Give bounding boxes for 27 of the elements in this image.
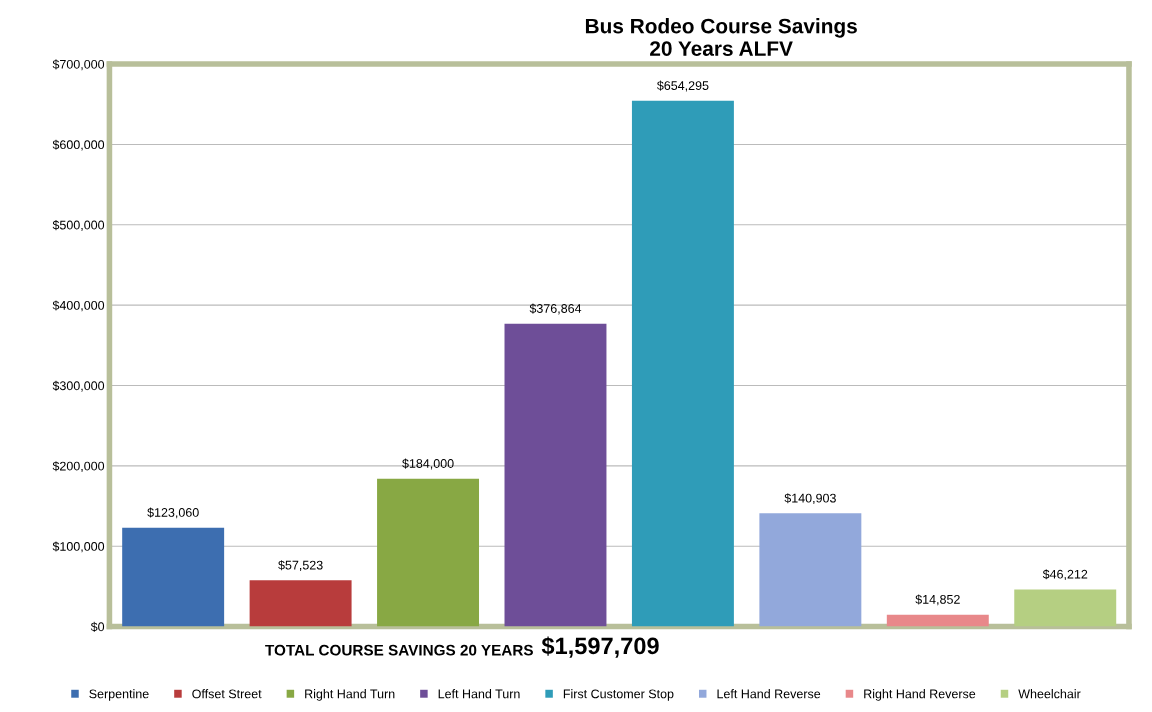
- y-tick-label: $200,000: [52, 461, 105, 472]
- data-label: $57,523: [278, 560, 323, 572]
- legend-label: Right Hand Reverse: [864, 689, 976, 701]
- data-label: $654,295: [656, 80, 709, 92]
- y-tick-label: $100,000: [52, 541, 105, 553]
- text: $1,597,709: [541, 636, 659, 658]
- data-label: $123,060: [147, 507, 199, 519]
- data-label: $140,903: [784, 493, 836, 505]
- data-label: $14,852: [915, 594, 960, 606]
- legend-label: Right Hand Turn: [305, 689, 395, 701]
- data-label: $376,864: [529, 303, 582, 315]
- legend-label: Offset Street: [192, 689, 262, 699]
- data-label: $184,000: [402, 458, 454, 470]
- legend-label: First Customer Stop: [563, 689, 674, 701]
- chart-title: Bus Rodeo Course Savings 20 Years ALFV: [585, 18, 857, 56]
- y-tick-label: $400,000: [52, 300, 105, 312]
- legend-label: Serpentine: [89, 689, 149, 701]
- data-label: $46,212: [1042, 569, 1088, 581]
- legend-label: Left Hand Reverse: [717, 689, 821, 699]
- text: TOTAL COURSE SAVINGS 20 YEARS: [265, 644, 533, 656]
- y-tick-label: $700,000: [52, 59, 105, 71]
- legend-label: Left Hand Turn: [438, 689, 520, 699]
- legend-label: Wheelchair: [1018, 689, 1081, 699]
- y-tick-label: $300,000: [52, 380, 105, 392]
- y-tick-label: $0: [90, 621, 105, 632]
- y-tick-label: $600,000: [52, 139, 105, 151]
- y-tick-label: $500,000: [52, 220, 105, 231]
